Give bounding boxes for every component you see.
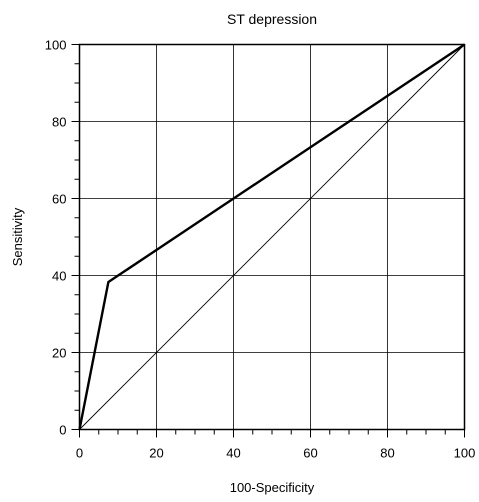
x-tick-label: 60 <box>303 446 317 461</box>
x-tick-label: 80 <box>380 446 394 461</box>
y-tick-label: 80 <box>52 115 66 130</box>
y-tick-label: 60 <box>52 192 66 207</box>
x-axis-label: 100-Specificity <box>230 480 315 495</box>
y-tick-label: 0 <box>59 423 66 438</box>
y-tick-label: 100 <box>45 38 67 53</box>
y-tick-label: 40 <box>52 269 66 284</box>
x-tick-label: 100 <box>454 446 476 461</box>
reference-diagonal-line <box>80 45 465 430</box>
x-tick-label: 0 <box>76 446 83 461</box>
x-tick-label: 40 <box>226 446 240 461</box>
y-tick-labels: 0 20 40 60 80 100 <box>45 38 67 438</box>
x-tick-labels: 0 20 40 60 80 100 <box>76 446 475 461</box>
y-axis-label: Sensitivity <box>10 207 25 266</box>
y-tick-label: 20 <box>52 346 66 361</box>
chart-title: ST depression <box>227 11 317 27</box>
x-tick-label: 20 <box>149 446 163 461</box>
data-series <box>79 44 464 429</box>
